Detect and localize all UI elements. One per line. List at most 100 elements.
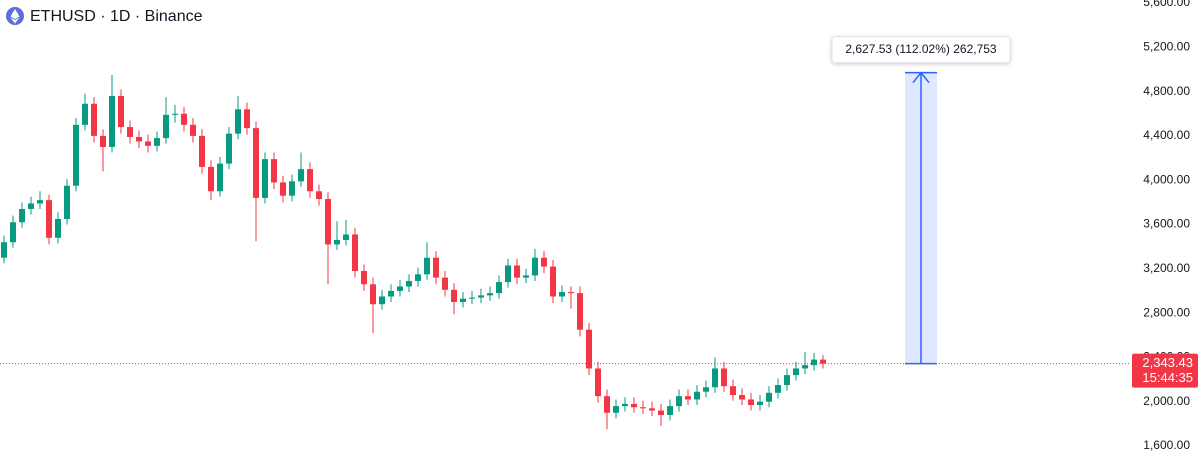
candle-body bbox=[757, 401, 763, 406]
y-tick-label: 5,600.00 bbox=[1143, 0, 1190, 9]
y-tick-label: 4,000.00 bbox=[1143, 172, 1190, 186]
candle-body bbox=[325, 199, 331, 245]
candle-body bbox=[163, 114, 169, 139]
candle-body bbox=[199, 135, 205, 167]
candle-body bbox=[37, 200, 43, 204]
candle-body bbox=[280, 182, 286, 196]
candle-body bbox=[631, 403, 637, 408]
candle-body bbox=[568, 292, 574, 294]
candle-body bbox=[19, 208, 25, 223]
y-tick-label: 3,600.00 bbox=[1143, 217, 1190, 231]
candle-body bbox=[82, 103, 88, 125]
candle-body bbox=[145, 141, 151, 146]
candle-body bbox=[703, 387, 709, 392]
candle-body bbox=[604, 396, 610, 413]
last-price-box bbox=[1132, 353, 1198, 388]
candle-body bbox=[676, 396, 682, 407]
candle-body bbox=[712, 368, 718, 388]
y-tick-label: 5,200.00 bbox=[1143, 39, 1190, 53]
candle-body bbox=[100, 135, 106, 147]
candle-body bbox=[784, 375, 790, 386]
candle-body bbox=[28, 203, 34, 209]
candle-body bbox=[334, 239, 340, 245]
candle-body bbox=[595, 368, 601, 397]
candle-body bbox=[370, 284, 376, 305]
candle-body bbox=[487, 293, 493, 296]
candle-body bbox=[271, 159, 277, 183]
candle-body bbox=[109, 96, 115, 147]
candle-body bbox=[10, 222, 16, 243]
candle-body bbox=[262, 159, 268, 198]
candle-body bbox=[253, 128, 259, 198]
candle-body bbox=[550, 266, 556, 297]
candle-body bbox=[721, 368, 727, 387]
candle-body bbox=[460, 298, 466, 303]
candle-body bbox=[442, 277, 448, 290]
candle-body bbox=[415, 274, 421, 281]
candle-body bbox=[586, 329, 592, 369]
candle-body bbox=[55, 218, 61, 238]
measure-label: 2,627.53 (112.02%) 262,753 bbox=[845, 42, 997, 56]
candle-body bbox=[64, 185, 70, 219]
candle-body bbox=[541, 257, 547, 267]
candle-body bbox=[478, 295, 484, 298]
candle-body bbox=[694, 391, 700, 400]
candle-body bbox=[154, 138, 160, 146]
candle-body bbox=[505, 265, 511, 283]
candle-body bbox=[361, 271, 367, 285]
candle-body bbox=[811, 359, 817, 366]
candle-body bbox=[172, 113, 178, 115]
candle-body bbox=[1, 242, 7, 258]
last-price-label: 2,343.43 bbox=[1142, 355, 1193, 370]
measure-label-box bbox=[831, 36, 1011, 64]
candle-body bbox=[46, 200, 52, 238]
candle-body bbox=[91, 103, 97, 136]
candle-body bbox=[820, 359, 826, 364]
candle-body bbox=[379, 296, 385, 305]
measure-arrowhead bbox=[912, 71, 930, 84]
candle-body bbox=[802, 365, 808, 369]
candle-body bbox=[181, 113, 187, 125]
candle-body bbox=[532, 257, 538, 276]
y-tick-label: 2,800.00 bbox=[1143, 305, 1190, 319]
candle-body bbox=[685, 396, 691, 400]
candle-body bbox=[640, 407, 646, 409]
candle-body bbox=[613, 406, 619, 413]
candle-body bbox=[433, 257, 439, 278]
candle-body bbox=[235, 109, 241, 134]
y-tick-label: 1,600.00 bbox=[1143, 438, 1190, 452]
candle-body bbox=[622, 403, 628, 407]
candle-body bbox=[298, 169, 304, 182]
eth-logo bbox=[10, 9, 20, 24]
y-tick-label: 3,200.00 bbox=[1143, 261, 1190, 275]
y-tick-label: 4,800.00 bbox=[1143, 84, 1190, 98]
candle-body bbox=[352, 234, 358, 272]
candle-body bbox=[451, 289, 457, 303]
y-tick-label: 2,000.00 bbox=[1143, 394, 1190, 408]
candle-body bbox=[226, 133, 232, 164]
candle-body bbox=[127, 127, 133, 137]
candle-body bbox=[514, 265, 520, 278]
chart-title: ETHUSD · 1D · Binance bbox=[30, 8, 203, 25]
candle-body bbox=[730, 386, 736, 396]
candle-body bbox=[739, 395, 745, 400]
candle-body bbox=[766, 392, 772, 402]
candle-body bbox=[469, 297, 475, 299]
candle-body bbox=[748, 399, 754, 406]
candle-body bbox=[397, 286, 403, 291]
candle-body bbox=[658, 410, 664, 415]
candle-body bbox=[388, 290, 394, 297]
candle-body bbox=[316, 191, 322, 200]
candle-body bbox=[793, 368, 799, 376]
candle-body bbox=[523, 275, 529, 278]
candle-body bbox=[73, 124, 79, 186]
candle-body bbox=[424, 257, 430, 275]
candle-body bbox=[559, 292, 565, 297]
candle-body bbox=[244, 109, 250, 129]
candle-body bbox=[217, 163, 223, 192]
candle-body bbox=[649, 408, 655, 411]
y-tick-label: 4,400.00 bbox=[1143, 128, 1190, 142]
candle-body bbox=[343, 234, 349, 240]
candle-body bbox=[406, 280, 412, 287]
